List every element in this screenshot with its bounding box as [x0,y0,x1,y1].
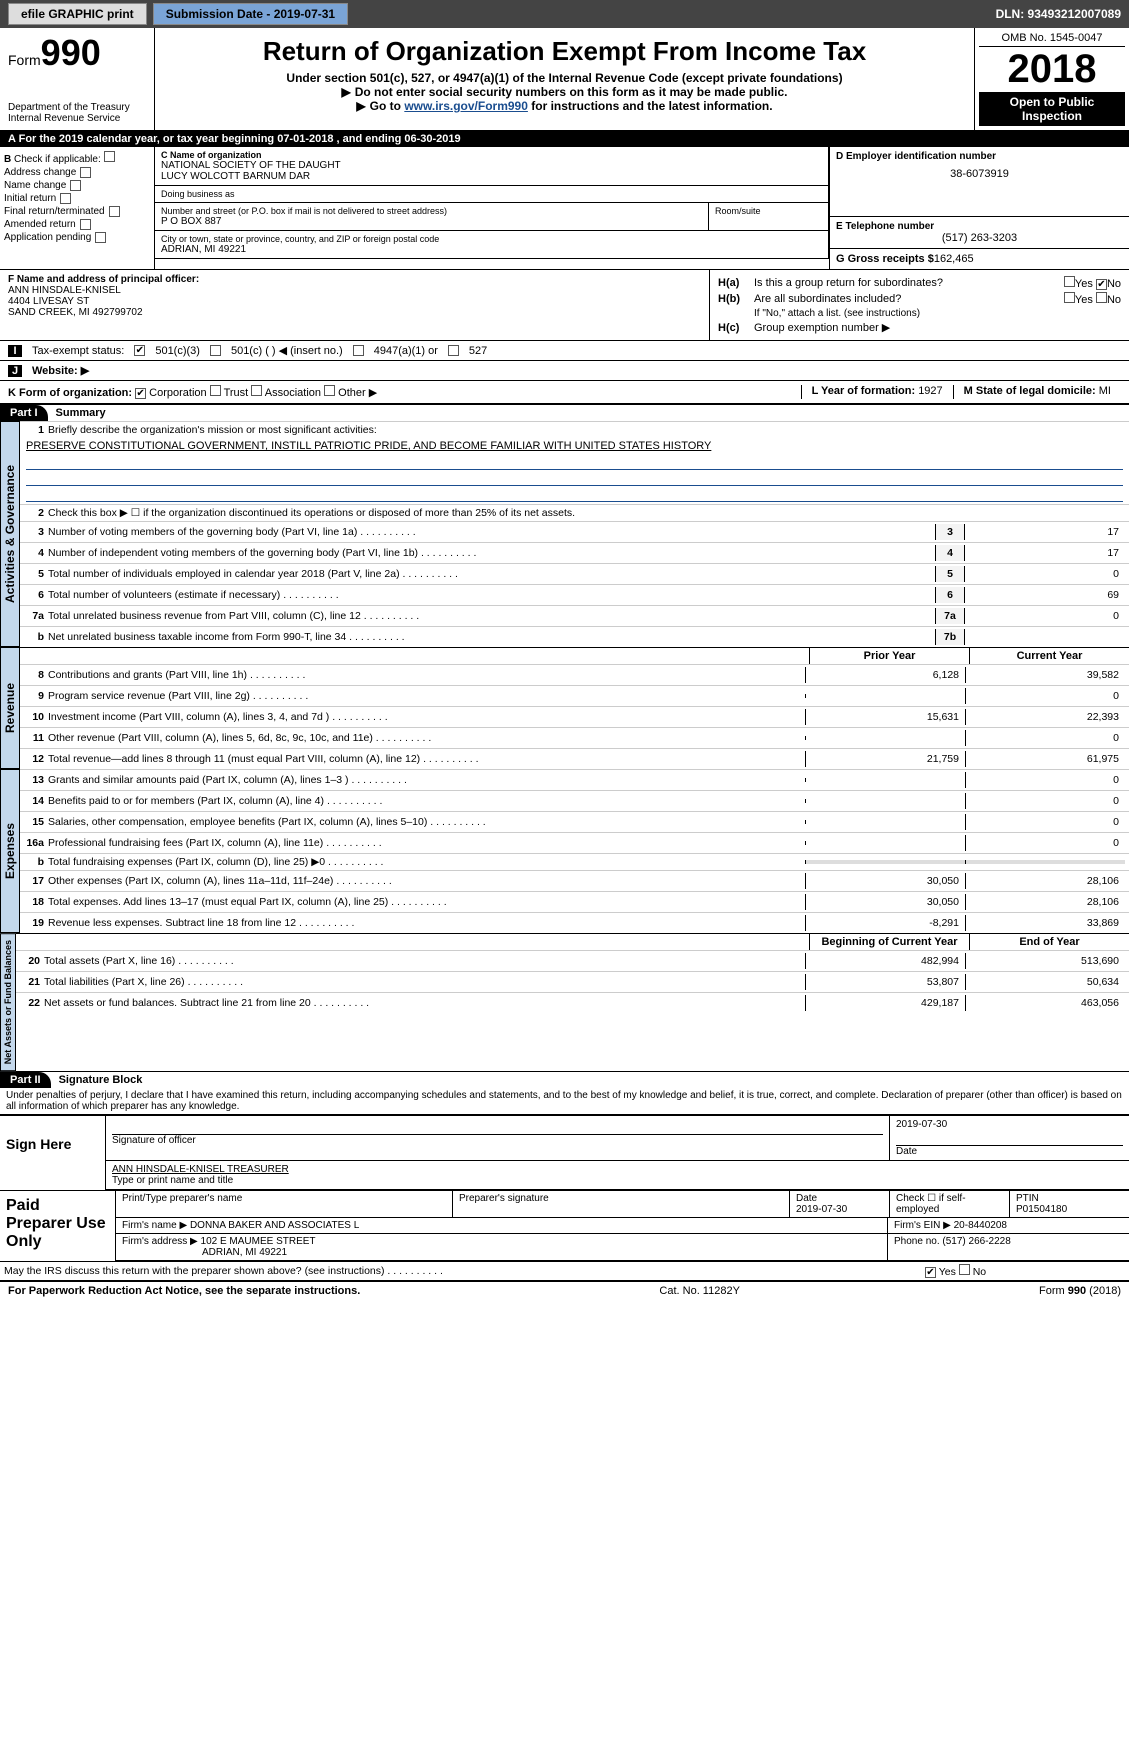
irs: Internal Revenue Service [8,113,146,124]
footer-right: Form 990 (2018) [1039,1285,1121,1297]
ein: 38-6073919 [836,168,1123,180]
state-domicile: MI [1099,385,1111,397]
org-name: NATIONAL SOCIETY OF THE DAUGHT LUCY WOLC… [161,160,822,182]
tab-governance: Activities & Governance [0,421,20,647]
dln: DLN: 93493212007089 [996,7,1121,21]
subtitle-1: Under section 501(c), 527, or 4947(a)(1)… [163,71,966,85]
footer-left: For Paperwork Reduction Act Notice, see … [8,1285,360,1297]
tax-year: 2018 [979,47,1125,92]
firm-name: DONNA BAKER AND ASSOCIATES L [190,1220,359,1231]
tab-net-assets: Net Assets or Fund Balances [0,933,16,1071]
officer-sign-name: ANN HINSDALE-KNISEL TREASURER [112,1164,1123,1175]
footer-mid: Cat. No. 11282Y [659,1285,740,1297]
officer-name: ANN HINSDALE-KNISEL [8,285,701,296]
omb-no: OMB No. 1545-0047 [979,32,1125,47]
subtitle-2: Do not enter social security numbers on … [163,85,966,99]
form-number: 990 [41,32,101,73]
tab-revenue: Revenue [0,647,20,769]
ptin: P01504180 [1016,1204,1067,1215]
phone: (517) 263-3203 [836,232,1123,244]
irs-link[interactable]: www.irs.gov/Form990 [404,99,528,113]
row-a: A For the 2019 calendar year, or tax yea… [0,131,1129,147]
form-header: Form990 Department of the Treasury Inter… [0,28,1129,131]
efile-print-btn[interactable]: efile GRAPHIC print [8,3,147,25]
mission: PRESERVE CONSTITUTIONAL GOVERNMENT, INST… [20,438,1129,454]
form-title: Return of Organization Exempt From Incom… [163,36,966,67]
open-to-public: Open to Public Inspection [979,92,1125,126]
year-formation: 1927 [918,385,942,397]
street: P O BOX 887 [161,216,702,227]
part-i-hdr: Part I [0,405,48,421]
section-f-h: F Name and address of principal officer:… [0,269,1129,340]
tab-expenses: Expenses [0,769,20,933]
dept: Department of the Treasury [8,102,146,113]
city: ADRIAN, MI 49221 [161,244,822,255]
part-ii-hdr: Part II [0,1072,51,1088]
section-b-to-g: B Check if applicable: Address changeNam… [0,147,1129,269]
topbar: efile GRAPHIC print Submission Date - 20… [0,0,1129,28]
sign-date: 2019-07-30 [896,1119,1123,1130]
firm-phone: (517) 266-2228 [942,1236,1010,1247]
sign-here-block: Sign Here Signature of officer 2019-07-3… [0,1114,1129,1190]
submission-date: Submission Date - 2019-07-31 [153,3,348,25]
penalty-stmt: Under penalties of perjury, I declare th… [0,1088,1129,1114]
gross-receipts: 162,465 [934,253,974,265]
firm-ein: 20-8440208 [954,1220,1007,1231]
paid-preparer-block: Paid Preparer Use Only Print/Type prepar… [0,1190,1129,1261]
form-prefix: Form [8,52,41,68]
